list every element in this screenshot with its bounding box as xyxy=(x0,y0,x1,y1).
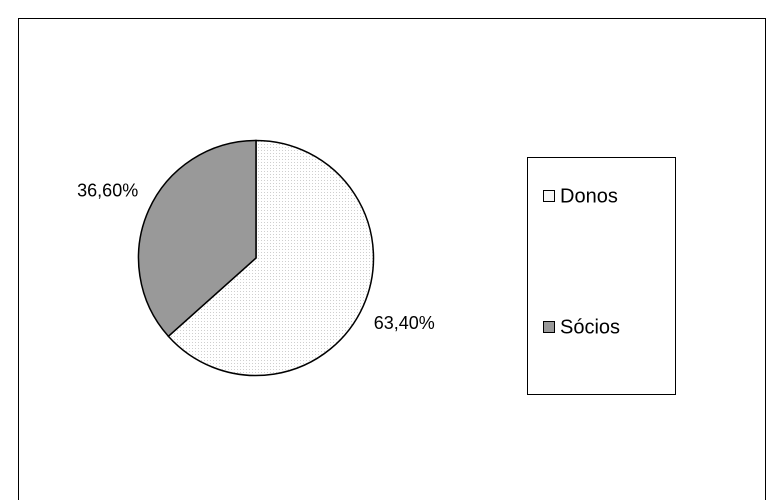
data-label: 36,60% xyxy=(77,180,138,200)
pie-slice xyxy=(167,139,375,377)
legend-swatch xyxy=(543,321,555,333)
legend-label: Sócios xyxy=(560,316,620,338)
legend-swatch xyxy=(543,190,555,202)
legend-label: Donos xyxy=(560,185,618,207)
pie-slice xyxy=(137,139,257,338)
data-label: 63,40% xyxy=(374,313,435,333)
